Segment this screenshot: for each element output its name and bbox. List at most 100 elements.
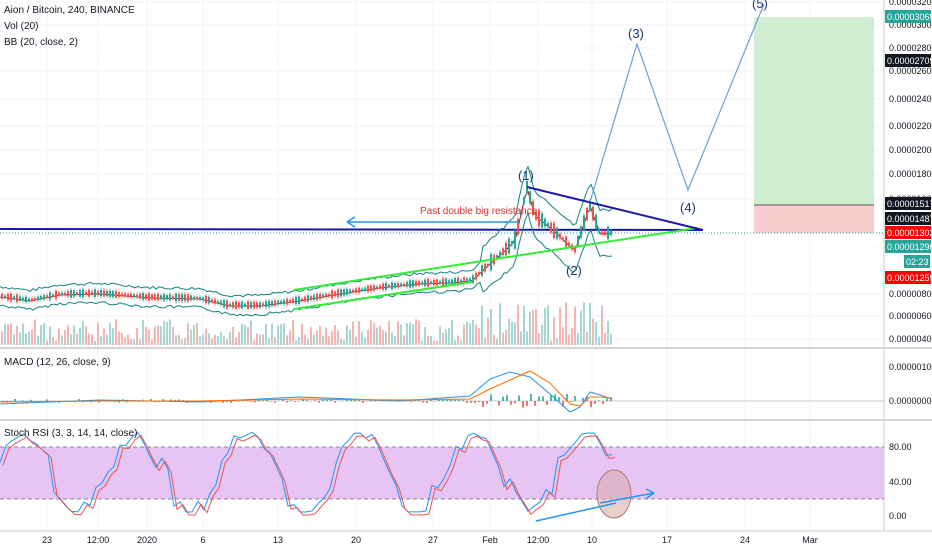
volume-bar [583,302,585,345]
candle [328,293,330,297]
candle [280,301,282,304]
candle [412,280,414,288]
price-badge-bg [885,212,931,225]
price-tick-label: 0.00001800 [889,169,932,179]
time-axis[interactable]: 23 12:00 2020 6 13 20 27 Feb 12:00 10 17 24 Mar [42,535,818,545]
volume-bar [76,333,78,345]
candle [337,289,339,298]
candle [466,278,468,283]
volume-bar [607,321,609,345]
macd-hist-bar [502,396,504,401]
macd-legend[interactable]: MACD (12, 26, close, 9) [4,357,111,368]
candle [58,292,60,296]
resistance-line[interactable] [0,228,704,231]
candle [187,294,189,302]
volume-bar [394,335,396,345]
candle [460,279,462,283]
price-axis[interactable]: 0.00003200 0.00003000 0.00002800 0.00002600… [889,0,932,344]
candle [349,289,351,294]
volume-bar [472,319,474,345]
elliott-wave-path[interactable] [589,3,765,203]
symbol-legend[interactable]: Aion / Bitcoin, 240, BINANCE [4,5,135,16]
stoch-axis[interactable]: 80.00 40.00 0.00 [889,442,912,521]
price-tick-label: 0.00002800 [889,43,932,53]
price-tick-label: 0.00003000 [889,20,932,30]
macd-hist-bar [566,394,568,401]
candle [4,295,6,298]
volume-bar [52,336,54,345]
volume-bar [355,336,357,345]
volume-bar [547,305,549,345]
profit-zone[interactable] [754,17,874,205]
volume-bar [568,334,570,345]
candle [283,299,285,305]
volume-bar [277,325,279,345]
volume-bar [88,333,90,345]
volume-bar [574,306,576,345]
candle [547,222,549,228]
volume-bar [232,326,234,345]
volume-bar [205,328,207,345]
volume-bar [133,339,135,345]
macd-hist-bar [482,401,484,407]
volume-bar [517,304,519,345]
candle [364,287,366,291]
macd-axis[interactable]: 0.00000100 0.00000000 [889,362,932,406]
volume-bar [262,334,264,345]
volume-bar [283,322,285,345]
stoch-d-line [2,434,616,516]
stoch-divergence-line-lower[interactable] [535,502,617,522]
stoch-circle-highlight[interactable] [596,469,632,519]
time-tick-label: Mar [802,535,818,545]
macd-hist-bar [458,399,460,401]
time-tick-label: 2020 [137,535,157,545]
wave-2-label: (2) [566,263,582,278]
candle [106,290,108,297]
volume-bar [442,332,444,345]
green-support-line-lower[interactable] [293,281,473,310]
candle [451,279,453,285]
candle [310,296,312,300]
volume-bar [259,334,261,345]
volume-bar [436,340,438,345]
candle [61,292,63,296]
loss-zone[interactable] [754,205,874,233]
volume-bar [286,335,288,345]
stoch-divergence-arrow[interactable] [599,492,655,504]
volume-bar [241,323,243,345]
volume-bar [550,340,552,345]
candle [541,213,543,228]
green-support-line-upper[interactable] [293,227,698,291]
candle [379,285,381,289]
volume-bar [28,331,30,345]
candle [244,303,246,307]
price-badge-bg [885,10,931,23]
price-tick-label: 0.00003200 [889,0,932,7]
volume-bar [433,340,435,345]
macd-hist-bar [430,399,432,401]
triangle-upper-line[interactable] [526,186,704,231]
price-badge: 0.00001296 [887,242,932,252]
volume-legend[interactable]: Vol (20) [4,21,39,32]
candle [112,290,114,298]
volume-bar [160,326,162,345]
candle [340,289,342,297]
volume-bar [82,321,84,345]
candle [481,265,483,276]
volume-bar [226,339,228,345]
candle [175,293,177,302]
volume-bar [580,310,582,345]
macd-hist-bar [390,401,392,402]
volume-bar [151,339,153,345]
candle [40,296,42,300]
volume-bar [412,324,414,345]
stoch-legend[interactable]: Stoch RSI (3, 3, 14, 14, close) [4,428,138,439]
volume-bar [556,338,558,345]
volume-bar [370,320,372,345]
candle [592,206,594,221]
volume-bar [532,309,534,345]
bb-legend[interactable]: BB (20, close, 2) [4,37,78,48]
macd-hist-bar [314,400,316,401]
